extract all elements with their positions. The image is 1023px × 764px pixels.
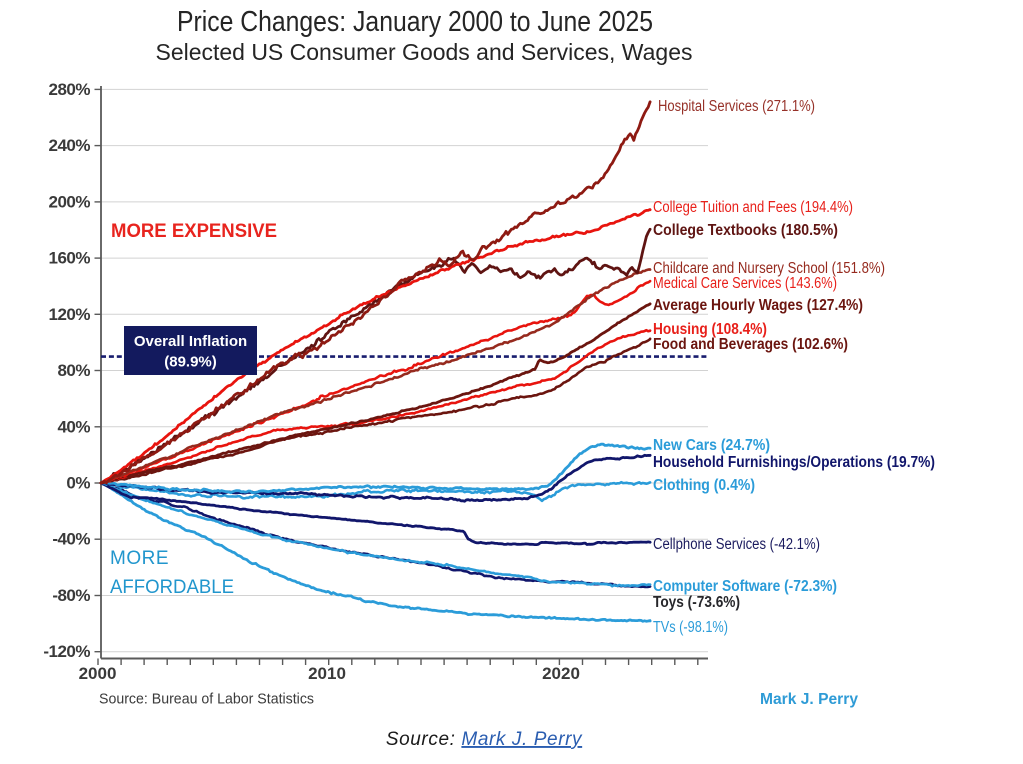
svg-text:College Tuition and Fees (194.: College Tuition and Fees (194.4%) [653,199,853,216]
svg-text:Average Hourly Wages (127.4%): Average Hourly Wages (127.4%) [653,297,863,314]
svg-text:Source: Bureau of Labor Statis: Source: Bureau of Labor Statistics [99,691,314,708]
svg-text:-120%: -120% [43,642,90,661]
svg-text:2010: 2010 [308,664,346,683]
svg-text:-40%: -40% [52,530,90,549]
svg-text:Mark J. Perry: Mark J. Perry [760,691,858,708]
svg-text:Selected US Consumer Goods and: Selected US Consumer Goods and Services,… [156,39,693,65]
svg-text:(89.9%): (89.9%) [164,354,217,371]
svg-text:2020: 2020 [542,664,580,683]
svg-text:280%: 280% [49,80,91,99]
svg-text:Housing (108.4%): Housing (108.4%) [653,321,767,338]
svg-text:TVs (-98.1%): TVs (-98.1%) [653,619,728,636]
svg-text:Price Changes: January 2000 to: Price Changes: January 2000 to June 2025 [177,6,653,38]
svg-text:Household Furnishings/Operatio: Household Furnishings/Operations (19.7%) [653,454,935,471]
svg-text:MORE: MORE [110,548,169,569]
svg-text:Medical Care Services (143.6%): Medical Care Services (143.6%) [653,275,837,292]
svg-text:160%: 160% [49,249,91,268]
svg-text:200%: 200% [49,192,91,211]
svg-text:80%: 80% [57,361,90,380]
svg-text:New Cars (24.7%): New Cars (24.7%) [653,437,770,454]
svg-text:0%: 0% [66,474,90,493]
svg-text:Hospital Services (271.1%): Hospital Services (271.1%) [658,98,815,115]
svg-text:120%: 120% [49,305,91,324]
svg-text:Cellphone Services (-42.1%): Cellphone Services (-42.1%) [653,536,820,553]
svg-text:Clothing (0.4%): Clothing (0.4%) [653,477,755,494]
svg-text:2000: 2000 [79,664,117,683]
svg-text:240%: 240% [49,136,91,155]
svg-text:Overall Inflation: Overall Inflation [134,333,247,350]
svg-text:Computer Software (-72.3%): Computer Software (-72.3%) [653,578,837,595]
svg-text:40%: 40% [57,417,90,436]
svg-text:AFFORDABLE: AFFORDABLE [110,577,234,598]
svg-text:Childcare and Nursery School (: Childcare and Nursery School (151.8%) [653,260,885,277]
svg-text:-80%: -80% [52,586,90,605]
svg-text:Toys (-73.6%): Toys (-73.6%) [653,594,740,611]
svg-text:College Textbooks (180.5%): College Textbooks (180.5%) [653,222,838,239]
svg-text:Source: Mark J. Perry: Source: Mark J. Perry [386,729,583,750]
svg-text:Food and Beverages (102.6%): Food and Beverages (102.6%) [653,336,848,353]
svg-text:MORE EXPENSIVE: MORE EXPENSIVE [111,221,277,242]
